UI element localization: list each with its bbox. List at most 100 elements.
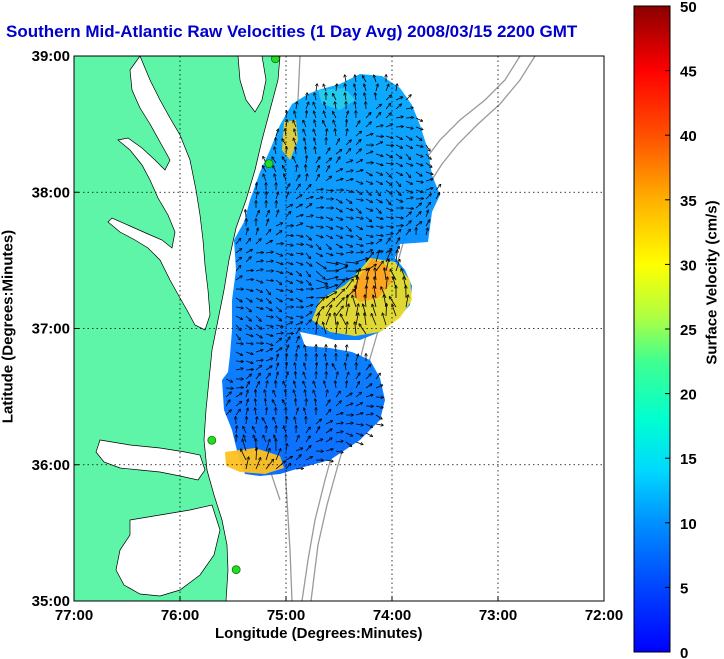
velocity-vector xyxy=(375,162,383,165)
velocity-vector xyxy=(415,153,423,157)
velocity-vector xyxy=(395,144,402,148)
velocity-vector xyxy=(375,207,381,213)
velocity-vector xyxy=(395,127,403,128)
velocity-vector xyxy=(275,192,278,200)
velocity-vector xyxy=(345,295,348,308)
velocity-vector xyxy=(375,189,380,196)
velocity-vector xyxy=(405,171,410,177)
velocity-vector xyxy=(335,216,342,220)
velocity-vector xyxy=(385,238,390,245)
velocity-vector xyxy=(265,261,273,262)
velocity-vector xyxy=(265,366,272,371)
velocity-vector xyxy=(335,391,340,398)
velocity-vector xyxy=(313,382,317,389)
velocity-vector xyxy=(346,129,347,137)
velocity-vector xyxy=(256,183,257,191)
velocity-vector xyxy=(335,267,347,272)
velocity-vector xyxy=(335,381,336,389)
velocity-vector xyxy=(386,304,387,317)
velocity-vector xyxy=(335,289,344,299)
velocity-vector xyxy=(255,324,262,329)
velocity-vector xyxy=(405,230,410,236)
x-axis-label: Longitude (Degrees:Minutes) xyxy=(215,625,423,642)
velocity-vector xyxy=(286,444,287,452)
velocity-vector xyxy=(396,84,397,92)
velocity-vector xyxy=(336,372,338,380)
velocity-vector xyxy=(325,438,332,443)
velocity-vector xyxy=(375,235,383,236)
velocity-vector xyxy=(372,305,377,317)
velocity-vector xyxy=(355,149,361,155)
velocity-vector xyxy=(285,235,293,236)
velocity-vector xyxy=(313,130,317,137)
velocity-vector xyxy=(325,252,333,255)
y-tick-label: 37:00 xyxy=(32,321,70,338)
velocity-vector xyxy=(265,333,273,336)
velocity-vector xyxy=(274,174,276,182)
velocity-vector xyxy=(395,135,402,139)
velocity-vector xyxy=(385,95,391,101)
velocity-vector xyxy=(325,261,338,264)
velocity-vector xyxy=(305,234,311,240)
velocity-vector xyxy=(235,368,243,370)
x-tick-label: 73:00 xyxy=(479,607,517,624)
velocity-vector xyxy=(375,84,378,92)
velocity-vector xyxy=(265,288,270,295)
velocity-vector xyxy=(375,216,383,219)
y-tick-label: 36:00 xyxy=(32,457,70,474)
velocity-vector xyxy=(333,121,337,128)
velocity-vector xyxy=(285,457,292,461)
velocity-vector xyxy=(235,333,240,340)
velocity-vector xyxy=(241,449,247,461)
velocity-vector xyxy=(272,400,277,407)
velocity-vector xyxy=(345,84,346,92)
velocity-vector xyxy=(285,193,289,200)
velocity-vector xyxy=(335,253,343,254)
velocity-vector xyxy=(265,358,273,362)
velocity-vector xyxy=(285,129,286,137)
velocity-vector xyxy=(255,306,263,309)
velocity-vector xyxy=(295,184,300,191)
velocity-vector xyxy=(335,432,343,434)
velocity-vector xyxy=(375,171,382,175)
velocity-vector xyxy=(375,142,382,146)
velocity-vector xyxy=(355,258,368,263)
velocity-vector xyxy=(225,400,230,407)
velocity-vector xyxy=(316,363,317,371)
velocity-vector xyxy=(295,223,302,227)
velocity-vector xyxy=(345,160,352,164)
velocity-vector xyxy=(255,269,263,271)
velocity-vector xyxy=(345,276,357,281)
velocity-vector xyxy=(395,180,401,186)
velocity-vector xyxy=(375,424,383,425)
velocity-vector xyxy=(335,179,343,182)
velocity-vector xyxy=(286,354,287,362)
velocity-vector xyxy=(375,261,383,272)
velocity-vector xyxy=(305,312,312,317)
velocity-vector xyxy=(275,231,282,236)
velocity-vector xyxy=(305,345,307,353)
velocity-vector xyxy=(395,230,401,236)
hf-radar-stations xyxy=(207,56,280,575)
velocity-vector xyxy=(315,147,316,155)
velocity-vector xyxy=(235,343,243,344)
velocity-vector xyxy=(325,410,331,416)
velocity-vector xyxy=(405,295,408,308)
velocity-vector xyxy=(425,153,431,159)
velocity-vector xyxy=(255,360,263,361)
velocity-vector xyxy=(355,132,361,137)
velocity-vector xyxy=(415,222,422,227)
velocity-vector xyxy=(375,113,381,119)
velocity-vector xyxy=(285,297,293,300)
velocity-vector xyxy=(256,390,257,398)
colorbar-tick-label: 10 xyxy=(680,516,697,533)
velocity-vector xyxy=(235,402,242,407)
velocity-vector xyxy=(324,102,327,110)
velocity-vector xyxy=(285,337,290,344)
velocity-vector xyxy=(236,426,237,434)
velocity-vector xyxy=(255,297,262,301)
velocity-vector xyxy=(425,162,432,167)
velocity-vector xyxy=(365,207,372,211)
velocity-vector xyxy=(304,363,307,371)
velocity-vector xyxy=(286,417,287,425)
